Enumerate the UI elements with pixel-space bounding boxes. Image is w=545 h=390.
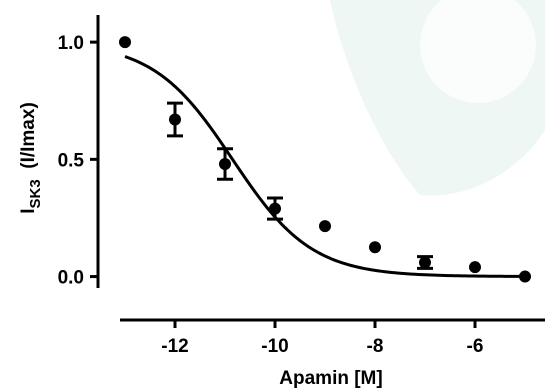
data-point (119, 36, 131, 49)
x-axis-title: Apamin [M] (279, 368, 382, 389)
y-ticks: 0.0 0.5 1.0 (58, 33, 98, 289)
error-bars (167, 101, 433, 270)
y-tick-label: 1.0 (58, 33, 84, 54)
x-tick-label: -10 (261, 336, 288, 357)
fit-curve (124, 55, 526, 278)
fit-curve-group (124, 55, 526, 278)
data-point (369, 241, 381, 254)
y-axis-title-unit: (I/Imax) (18, 102, 39, 169)
data-point (169, 113, 181, 126)
data-point (519, 270, 531, 283)
y-axis-title-main: I (18, 209, 39, 214)
data-point (419, 256, 431, 269)
x-tick-label: -6 (467, 336, 484, 357)
data-point (469, 261, 481, 274)
data-point (219, 158, 231, 171)
y-tick-label: 0.0 (58, 268, 84, 289)
svg-text:ISK3 (I/Imax): ISK3 (I/Imax) (18, 102, 44, 214)
x-tick-label: -12 (161, 336, 188, 357)
x-ticks: -12 -10 -8 -6 (161, 320, 483, 357)
data-point (269, 202, 281, 215)
data-point (319, 220, 331, 233)
y-tick-label: 0.5 (58, 150, 85, 171)
y-axis-title-spacer (18, 169, 39, 180)
data-points (119, 36, 531, 283)
axes (96, 15, 545, 322)
y-axis-title: ISK3 (I/Imax) (18, 102, 44, 214)
x-tick-label: -8 (367, 336, 384, 357)
y-axis-title-subscript: SK3 (27, 179, 44, 208)
